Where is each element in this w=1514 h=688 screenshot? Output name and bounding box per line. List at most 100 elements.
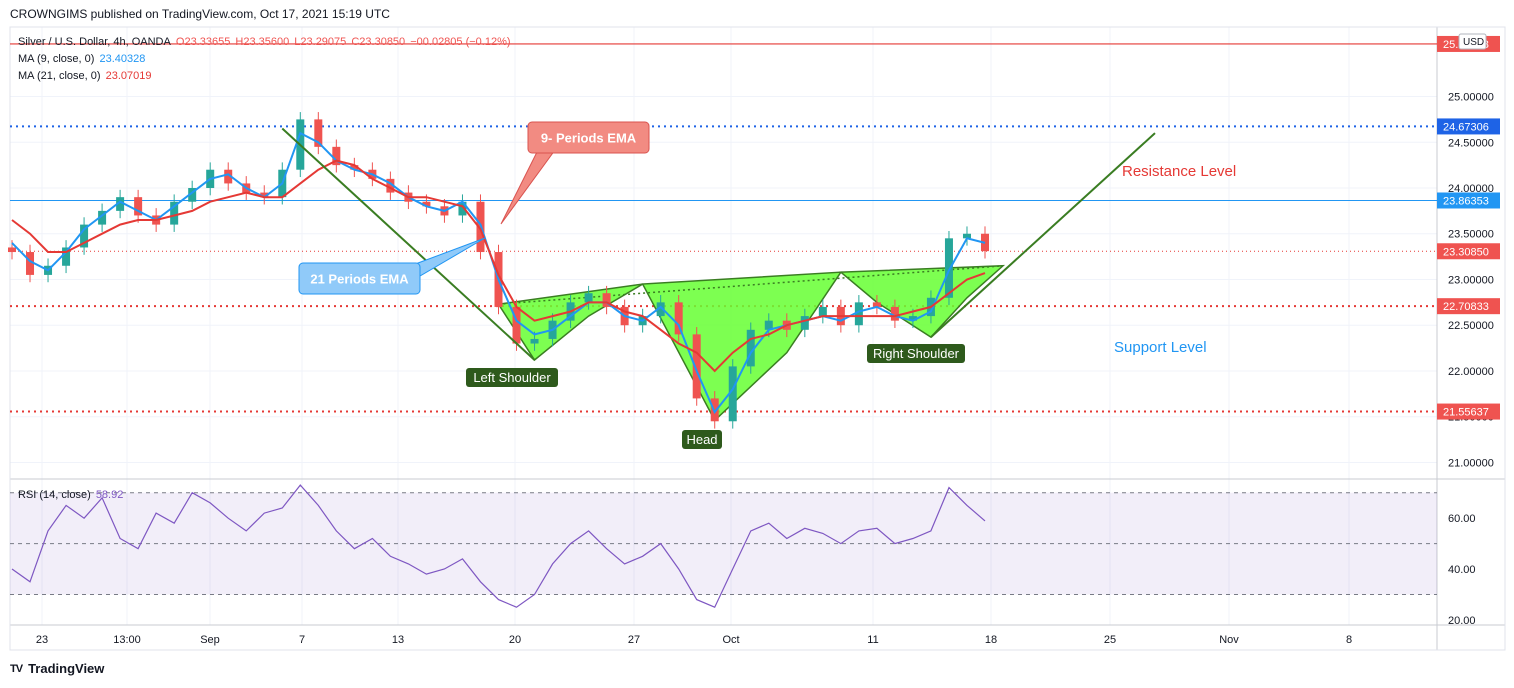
legend-close: C23.30850 <box>351 36 406 48</box>
candle-body <box>116 197 125 211</box>
right-shoulder-shape <box>838 264 1006 339</box>
time-axis: 23 13:00 Sep 7 13 20 27 Oct 11 18 25 Nov 8 <box>36 634 1352 646</box>
ema9-callout-pointer <box>500 149 556 225</box>
candle-body <box>962 233 971 239</box>
time-tick-label: 8 <box>1346 634 1352 646</box>
time-tick-label: 13:00 <box>113 634 141 646</box>
legend-ma21-value: 23.07019 <box>105 70 152 82</box>
rsi-tick-label: 20.00 <box>1448 615 1476 627</box>
candle-body <box>26 252 35 275</box>
rsi-tick-label: 40.00 <box>1448 564 1476 576</box>
head-label-text: Head <box>686 432 717 447</box>
head-label <box>682 430 722 449</box>
candle-body <box>872 302 881 307</box>
time-tick-label: 11 <box>867 634 878 646</box>
price-axis: 21.0000021.5000022.0000022.5000023.00000… <box>1437 33 1500 627</box>
neckline <box>498 265 1004 305</box>
candle-body <box>944 238 953 298</box>
rsi-line <box>11 484 986 608</box>
currency-badge <box>1458 33 1487 50</box>
price-level-tag <box>1437 403 1500 420</box>
price-tick-label: 24.00000 <box>1448 183 1494 195</box>
time-tick-label: Sep <box>200 634 220 646</box>
time-tick-label: 20 <box>509 634 521 646</box>
price-tick-label: 22.00000 <box>1448 366 1494 378</box>
rsi-panel <box>10 484 1437 608</box>
candle-body <box>764 320 773 330</box>
candle-body <box>62 247 71 266</box>
candle-body <box>8 247 16 253</box>
legend-ma9-row: MA (9, close, 0) 23.40328 <box>18 53 147 65</box>
legend-ma21-label: MA (21, close, 0) <box>18 70 101 82</box>
candle-body <box>692 334 701 399</box>
candle-body <box>422 201 431 207</box>
resistance-level-label: Resistance Level <box>1122 163 1236 180</box>
support-level-label: Support Level <box>1114 339 1207 356</box>
price-level-tag-text: 24.67306 <box>1443 121 1489 133</box>
legend-rsi-value: 58.92 <box>95 489 124 501</box>
brand-name: TradingView <box>28 661 105 676</box>
candle-body <box>458 201 467 216</box>
candle-body <box>80 224 89 248</box>
time-tick-label: 13 <box>392 634 404 646</box>
candle-body <box>656 302 665 317</box>
price-tick-label: 22.50000 <box>1448 320 1494 332</box>
legend-high: H23.35600 <box>235 36 290 48</box>
tradingview-brand[interactable]: TV TradingView <box>10 661 104 676</box>
downtrend-line <box>281 127 536 361</box>
candle-body <box>314 119 323 147</box>
candle-body <box>728 366 737 422</box>
candle-body <box>602 293 611 307</box>
price-tick-label: 21.00000 <box>1448 457 1494 469</box>
candle-body <box>818 306 827 317</box>
price-tick-label: 24.50000 <box>1448 137 1494 149</box>
candle-body <box>854 302 863 326</box>
publisher-line: CROWNGIMS published on TradingView.com, … <box>10 7 390 21</box>
legend-ma9-label: MA (9, close, 0) <box>18 53 95 65</box>
time-tick-label: Nov <box>1219 634 1239 646</box>
price-level-tag <box>1437 298 1500 315</box>
legend-open: O23.33655 <box>175 36 231 48</box>
right-shoulder-label <box>867 344 965 363</box>
candle-body <box>224 169 233 184</box>
price-tick-label: 25.00000 <box>1448 92 1494 104</box>
time-tick-label: 25 <box>1104 634 1116 646</box>
legend-symbol-row: Silver / U.S. Dollar, 4h, OANDA O23.3365… <box>18 36 513 48</box>
candle-body <box>134 197 143 216</box>
legend-symbol: Silver / U.S. Dollar, 4h, OANDA <box>18 36 171 48</box>
candle-body <box>800 316 809 330</box>
breakout-line <box>930 132 1156 338</box>
ma21-line <box>11 159 986 373</box>
candle-body <box>746 329 755 367</box>
annotations: 9- Periods EMA 21 Periods EMA Resistance L… <box>298 121 1236 449</box>
price-level-tag <box>1437 192 1500 209</box>
price-tick-label: 23.50000 <box>1448 229 1494 241</box>
ema21-callout-text: 21 Periods EMA <box>310 272 409 287</box>
trendlines <box>281 127 1156 361</box>
candle-body <box>98 210 107 225</box>
candle-body <box>188 188 197 202</box>
legend-ma21-row: MA (21, close, 0) 23.07019 <box>18 70 154 82</box>
tradingview-logo-icon: TV <box>10 662 23 675</box>
candle-body <box>908 316 917 321</box>
legend-low: L23.29075 <box>294 36 347 48</box>
candle-body <box>530 338 539 344</box>
ema9-callout-text: 9- Periods EMA <box>541 131 637 146</box>
rsi-tick-label: 60.00 <box>1448 513 1476 525</box>
candle-body <box>332 146 341 166</box>
candle-body <box>890 306 899 321</box>
time-tick-label: Oct <box>722 634 739 646</box>
currency-badge-text: USD <box>1463 37 1484 48</box>
candle-body <box>386 178 395 193</box>
price-tick-label: 23.00000 <box>1448 274 1494 286</box>
time-tick-label: 7 <box>299 634 305 646</box>
price-level-tag-text: 23.30850 <box>1443 246 1489 258</box>
candle-body <box>674 302 683 335</box>
left-shoulder-label-text: Left Shoulder <box>473 370 551 385</box>
moving-averages <box>11 131 986 415</box>
legend-ma9-value: 23.40328 <box>99 53 146 65</box>
right-shoulder-label-text: Right Shoulder <box>873 346 960 361</box>
horizontal-levels <box>10 43 1437 413</box>
candle-body <box>512 306 521 344</box>
